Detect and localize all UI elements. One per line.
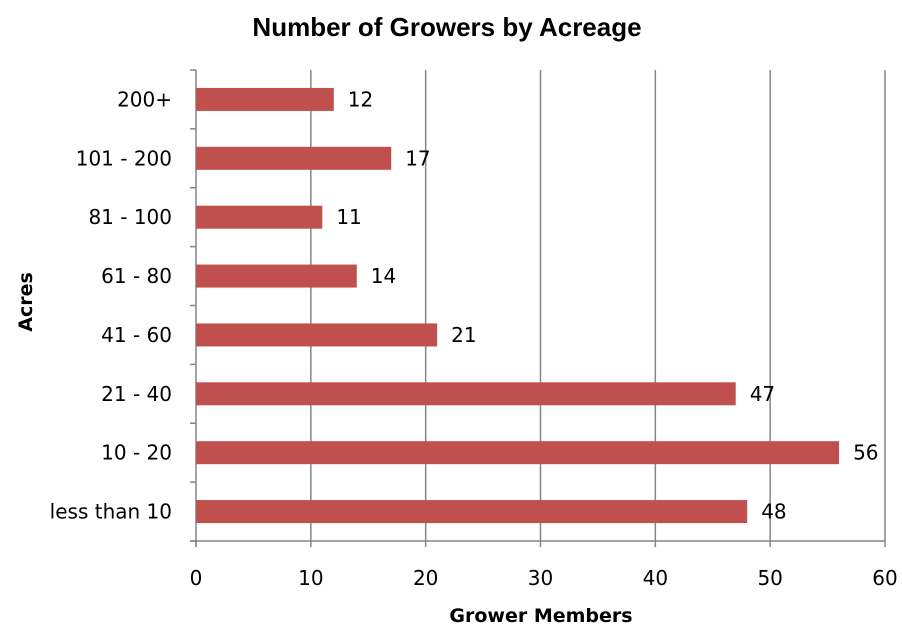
x-tick-label: 30 <box>528 566 553 590</box>
bars <box>196 87 840 524</box>
x-tick-label: 20 <box>413 566 438 590</box>
category-labels: 200+ 101 - 200 81 - 100 61 - 80 41 - 60 21 - … <box>50 87 172 523</box>
data-label: 12 <box>348 87 373 111</box>
data-labels: 12 17 11 14 21 47 56 48 <box>336 87 878 523</box>
x-axis-title: Grower Members <box>449 605 632 626</box>
category-label: 61 - 80 <box>101 264 172 288</box>
x-tick-label: 10 <box>298 566 323 590</box>
data-label: 21 <box>451 323 476 347</box>
bar <box>196 87 334 111</box>
data-label: 17 <box>405 146 430 170</box>
bar <box>196 441 840 465</box>
bar <box>196 205 323 229</box>
category-label: less than 10 <box>50 500 172 524</box>
data-label: 48 <box>761 500 786 524</box>
category-label: 81 - 100 <box>88 205 172 229</box>
tick-marks <box>190 69 886 547</box>
x-tick-label: 60 <box>872 566 897 590</box>
category-label: 101 - 200 <box>76 146 172 170</box>
x-tick-label: 0 <box>190 566 203 590</box>
x-tick-labels: 0 10 20 30 40 50 60 <box>190 566 898 590</box>
bar <box>196 146 392 170</box>
data-label: 11 <box>336 205 361 229</box>
data-label: 47 <box>750 382 775 406</box>
data-label: 56 <box>853 441 878 465</box>
category-label: 41 - 60 <box>101 323 172 347</box>
bar <box>196 264 357 288</box>
x-tick-label: 50 <box>757 566 782 590</box>
gridlines <box>310 70 886 541</box>
x-tick-label: 40 <box>643 566 668 590</box>
bar <box>196 382 736 406</box>
bar <box>196 323 438 347</box>
y-axis-title: Acres <box>15 272 37 332</box>
category-label: 21 - 40 <box>101 382 172 406</box>
data-label: 14 <box>371 264 396 288</box>
category-label: 200+ <box>117 87 172 111</box>
chart-title: Number of Growers by Acreage <box>252 12 641 42</box>
bar <box>196 500 748 524</box>
category-label: 10 - 20 <box>101 441 172 465</box>
